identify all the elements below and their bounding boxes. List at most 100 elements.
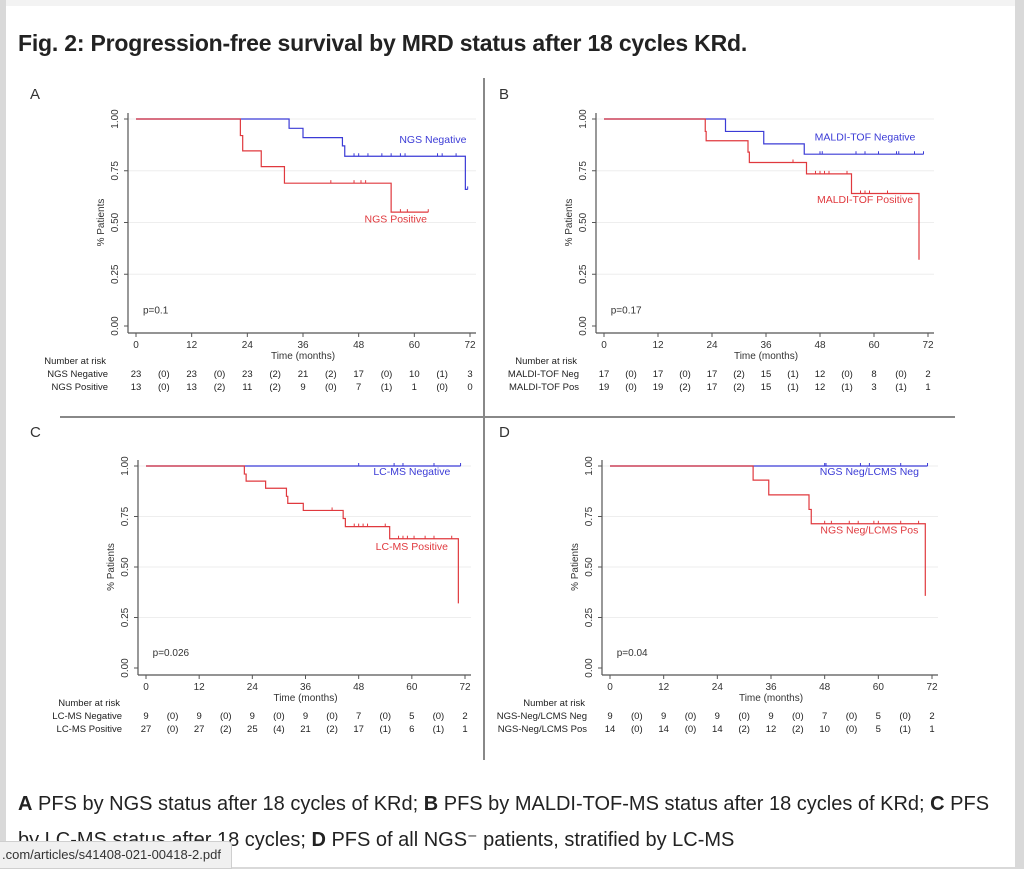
x-axis-title: Time (months) — [734, 351, 798, 362]
x-tick-label: 60 — [406, 682, 418, 693]
page: Fig. 2: Progression-free survival by MRD… — [6, 0, 1015, 867]
risk-row-label: LC-MS Positive — [57, 724, 122, 735]
legend-label-negative: NGS Neg/LCMS Neg — [820, 466, 919, 478]
risk-row-label: NGS-Neg/LCMS Pos — [498, 724, 587, 735]
x-tick-label: 24 — [247, 682, 259, 693]
figure-title: Fig. 2: Progression-free survival by MRD… — [18, 30, 748, 56]
risk-cell: 27 — [194, 724, 205, 735]
y-tick-label: 1.00 — [110, 109, 121, 129]
risk-cell: (0) — [685, 711, 697, 722]
y-axis-title: % Patients — [106, 543, 117, 591]
km-curve-positive — [604, 118, 920, 260]
x-tick-label: 72 — [922, 340, 934, 351]
risk-cell: (0) — [685, 724, 697, 735]
y-tick-label: 0.75 — [578, 161, 589, 181]
risk-cell: 9 — [768, 711, 773, 722]
risk-cell: (2) — [220, 724, 232, 735]
risk-cell: 14 — [712, 724, 723, 735]
x-tick-label: 0 — [133, 340, 139, 351]
x-axis-title: Time (months) — [271, 351, 335, 362]
risk-cell: 13 — [131, 382, 142, 393]
risk-cell: (0) — [625, 382, 637, 393]
risk-cell: (0) — [436, 382, 448, 393]
y-tick-label: 0.25 — [120, 607, 131, 627]
y-tick-label: 0.25 — [584, 607, 595, 627]
risk-cell: (0) — [792, 711, 804, 722]
x-tick-label: 12 — [652, 340, 664, 351]
risk-cell: (1) — [841, 382, 853, 393]
x-tick-label: 36 — [760, 340, 772, 351]
risk-cell: 2 — [929, 711, 934, 722]
x-tick-label: 36 — [300, 682, 312, 693]
risk-table-header: Number at risk — [44, 356, 106, 367]
risk-cell: 3 — [871, 382, 876, 393]
y-tick-label: 0.75 — [120, 506, 131, 526]
risk-cell: (1) — [381, 382, 393, 393]
figure[interactable]: A 0.00 0.25 0.50 0.75 1.00% Patients 0 12 24 36 4… — [8, 78, 1015, 760]
risk-cell: 19 — [653, 382, 664, 393]
x-tick-label: 24 — [706, 340, 718, 351]
risk-cell: (0) — [381, 369, 393, 380]
risk-cell: (0) — [625, 369, 637, 380]
panel-c: C 0.00 0.25 0.50 0.75 1.00% Patients 0 12 24 36 4… — [8, 418, 483, 760]
risk-cell: (0) — [631, 724, 643, 735]
panel-letter: C — [30, 424, 41, 441]
panel-b: B 0.00 0.25 0.50 0.75 1.00% Patients 0 12 24 36 4… — [485, 78, 1015, 416]
y-tick-label: 0.75 — [584, 506, 595, 526]
x-tick-label: 24 — [242, 340, 254, 351]
y-axis-title: % Patients — [564, 199, 575, 247]
x-tick-label: 72 — [926, 682, 938, 693]
legend-label-negative: LC-MS Negative — [373, 466, 450, 478]
risk-cell: 7 — [356, 382, 361, 393]
x-tick-label: 0 — [607, 682, 613, 693]
risk-cell: (0) — [167, 724, 179, 735]
risk-cell: 21 — [300, 724, 311, 735]
status-bar-url: .com/articles/s41408-021-00418-2.pdf — [0, 841, 232, 869]
x-tick-label: 48 — [814, 340, 826, 351]
risk-cell: (0) — [158, 382, 170, 393]
x-tick-label: 36 — [297, 340, 309, 351]
y-tick-label: 0.00 — [578, 316, 589, 336]
risk-cell: (0) — [220, 711, 232, 722]
risk-cell: (2) — [326, 724, 338, 735]
risk-cell: 5 — [876, 711, 881, 722]
risk-cell: (1) — [787, 382, 799, 393]
km-chart-a: 0.00 0.25 0.50 0.75 1.00 % Patients 0 12 24 36 48 6… — [44, 109, 476, 393]
km-curve-negative — [136, 118, 468, 190]
x-tick-label: 48 — [353, 682, 365, 693]
caption-text: PFS by NGS status after 18 cycles of KRd… — [32, 793, 424, 815]
y-axis-title: % Patients — [96, 199, 107, 247]
risk-cell: (0) — [273, 711, 285, 722]
risk-cell: (0) — [433, 711, 445, 722]
risk-cell: (0) — [841, 369, 853, 380]
y-tick-label: 1.00 — [120, 456, 131, 476]
risk-cell: 17 — [707, 382, 718, 393]
risk-cell: 10 — [409, 369, 420, 380]
risk-cell: 9 — [250, 711, 255, 722]
risk-cell: (2) — [679, 382, 691, 393]
caption-letter: D — [311, 829, 326, 851]
risk-cell: 1 — [462, 724, 467, 735]
risk-cell: 3 — [467, 369, 472, 380]
risk-cell: 12 — [815, 369, 826, 380]
risk-cell: (0) — [167, 711, 179, 722]
y-tick-label: 0.50 — [120, 557, 131, 577]
risk-cell: 9 — [661, 711, 666, 722]
risk-cell: 17 — [599, 369, 610, 380]
risk-cell: 9 — [303, 711, 308, 722]
risk-row-label: MALDI-TOF Pos — [509, 382, 579, 393]
legend-label-positive: NGS Positive — [365, 214, 428, 226]
risk-cell: (2) — [269, 369, 281, 380]
x-tick-label: 48 — [819, 682, 831, 693]
risk-cell: 14 — [658, 724, 669, 735]
caption-text: PFS by MALDI-TOF-MS status after 18 cycl… — [438, 793, 931, 815]
risk-cell: (2) — [733, 382, 745, 393]
x-tick-label: 72 — [464, 340, 476, 351]
y-tick-label: 0.75 — [110, 161, 121, 181]
km-curve-positive — [146, 465, 459, 604]
caption-letter: B — [423, 793, 439, 815]
x-tick-label: 12 — [186, 340, 198, 351]
panel-d: D 0.00 0.25 0.50 0.75 1.00% Patients 0 12 24 36 4… — [485, 418, 1015, 760]
